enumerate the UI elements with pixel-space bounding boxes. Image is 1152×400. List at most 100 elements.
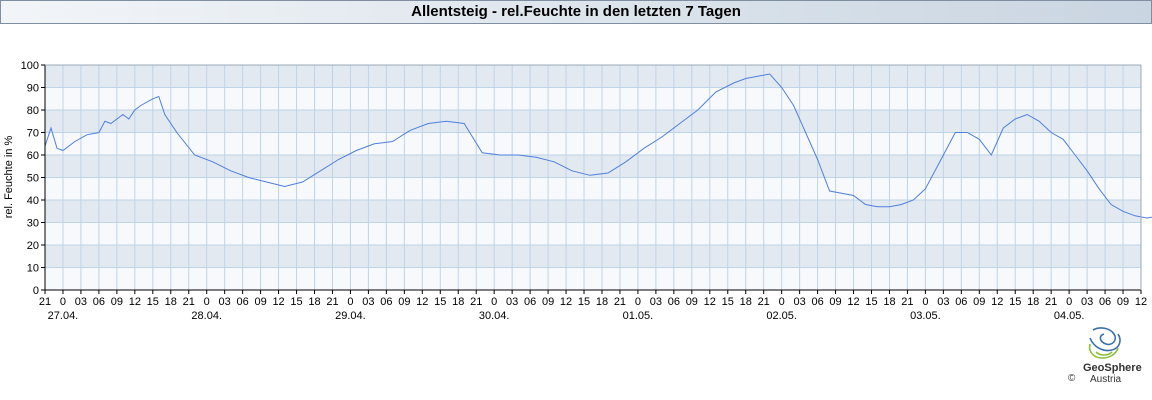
date-label: 29.04.	[335, 310, 366, 322]
x-tick-label: 15	[722, 296, 734, 308]
x-tick-label: 03	[506, 296, 518, 308]
x-tick-label: 0	[60, 296, 66, 308]
x-tick-label: 09	[686, 296, 698, 308]
chart-title: Allentsteig - rel.Feuchte in den letzten…	[411, 3, 741, 20]
x-tick-label: 03	[650, 296, 662, 308]
logo-name: GeoSphere	[1083, 362, 1142, 374]
geosphere-logo-icon	[1088, 327, 1121, 359]
x-tick-label: 0	[779, 296, 785, 308]
date-label: 03.05.	[910, 310, 941, 322]
band	[45, 245, 1141, 268]
x-tick-label: 03	[75, 296, 87, 308]
y-axis-label: rel. Feuchte in %	[3, 136, 15, 219]
x-tick-label: 15	[147, 296, 159, 308]
x-tick-label: 12	[560, 296, 572, 308]
x-tick-label: 0	[491, 296, 497, 308]
x-tick-label: 21	[1045, 296, 1057, 308]
x-tick-label: 09	[111, 296, 123, 308]
x-tick-label: 15	[434, 296, 446, 308]
x-tick-label: 12	[129, 296, 141, 308]
band	[45, 222, 1141, 245]
x-tick-label: 18	[1027, 296, 1039, 308]
x-tick-label: 12	[272, 296, 284, 308]
y-tick-label: 80	[27, 105, 39, 117]
background-bands	[45, 65, 1141, 290]
x-tick-label: 06	[668, 296, 680, 308]
date-label: 30.04.	[479, 310, 510, 322]
axes	[44, 64, 1142, 291]
x-tick-label: 0	[1066, 296, 1072, 308]
x-tick-label: 09	[829, 296, 841, 308]
date-label: 04.05.	[1054, 310, 1085, 322]
x-tick-label: 03	[362, 296, 374, 308]
x-tick-label: 15	[290, 296, 302, 308]
x-tick-label: 21	[183, 296, 195, 308]
humidity-series-line	[44, 73, 1152, 219]
x-tick-label: 09	[398, 296, 410, 308]
x-tick-label: 15	[1009, 296, 1021, 308]
x-tick-label: 21	[470, 296, 482, 308]
band	[45, 110, 1141, 133]
x-tick-label: 09	[254, 296, 266, 308]
x-tick-label: 18	[883, 296, 895, 308]
x-tick-label: 03	[937, 296, 949, 308]
date-labels: 27.04. 28.04. 29.04. 30.04. 01.05. 02.05. 03.0…	[48, 310, 1085, 322]
x-tick-label: 06	[237, 296, 249, 308]
x-tick-label: 15	[578, 296, 590, 308]
x-tick-label: 12	[1135, 296, 1147, 308]
band	[45, 65, 1141, 88]
x-tick-label: 0	[635, 296, 641, 308]
band	[45, 267, 1141, 290]
x-tick-label: 18	[308, 296, 320, 308]
x-tick-label: 18	[452, 296, 464, 308]
band	[45, 87, 1141, 110]
copyright-symbol: ©	[1068, 373, 1076, 384]
x-tick-label: 06	[524, 296, 536, 308]
x-tick-label: 21	[901, 296, 913, 308]
y-tick-label: 40	[27, 195, 39, 207]
y-tick-label: 100	[21, 60, 39, 72]
y-tick-labels: 0 10 20 30 40 50 60 70 80 90 100	[21, 60, 45, 297]
x-tick-label: 06	[955, 296, 967, 308]
date-label: 02.05.	[766, 310, 797, 322]
x-tick-label: 06	[93, 296, 105, 308]
date-label: 27.04.	[48, 310, 79, 322]
y-tick-label: 70	[27, 128, 39, 140]
title-bar: Allentsteig - rel.Feuchte in den letzten…	[0, 0, 1152, 24]
date-label: 28.04.	[191, 310, 222, 322]
x-tick-label: 03	[219, 296, 231, 308]
x-tick-label: 21	[326, 296, 338, 308]
x-tick-label: 0	[922, 296, 928, 308]
x-tick-label: 12	[847, 296, 859, 308]
x-tick-label: 18	[596, 296, 608, 308]
band	[45, 177, 1141, 200]
x-tick-label: 12	[416, 296, 428, 308]
x-tick-label: 15	[865, 296, 877, 308]
x-tick-label: 06	[1099, 296, 1111, 308]
y-tick-label: 90	[27, 83, 39, 95]
x-tick-label: 18	[165, 296, 177, 308]
date-label: 01.05.	[623, 310, 654, 322]
x-tick-label: 09	[973, 296, 985, 308]
band	[45, 200, 1141, 223]
x-tick-label: 21	[614, 296, 626, 308]
logo-subtitle: Austria	[1090, 374, 1122, 385]
y-tick-label: 0	[33, 285, 39, 297]
x-tick-label: 21	[758, 296, 770, 308]
x-tick-label: 09	[542, 296, 554, 308]
band	[45, 132, 1141, 155]
y-tick-label: 60	[27, 150, 39, 162]
x-tick-label: 0	[347, 296, 353, 308]
x-tick-label: 03	[1081, 296, 1093, 308]
x-tick-label: 12	[704, 296, 716, 308]
x-tick-label: 06	[811, 296, 823, 308]
y-tick-label: 50	[27, 173, 39, 185]
x-tick-labels: 21 0 03 06 09 12 15 18 21 0 03 06 09 12 15 18 21 0 03 06 09 1…	[39, 290, 1147, 308]
x-tick-label: 12	[991, 296, 1003, 308]
x-tick-label: 03	[793, 296, 805, 308]
x-tick-label: 0	[204, 296, 210, 308]
band	[45, 155, 1141, 178]
y-tick-label: 30	[27, 218, 39, 230]
x-tick-label: 09	[1117, 296, 1129, 308]
